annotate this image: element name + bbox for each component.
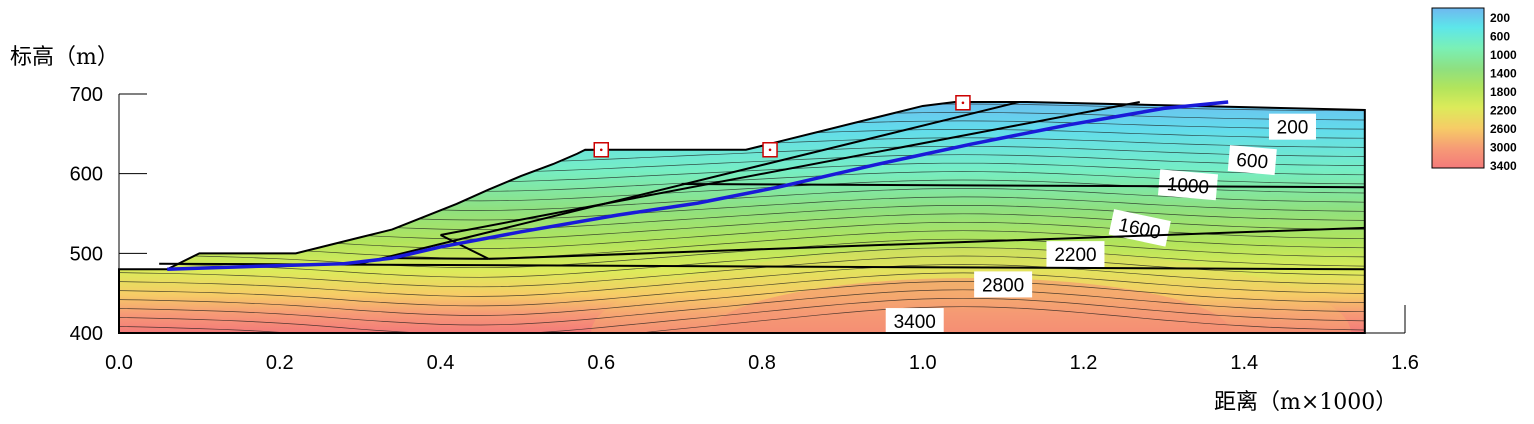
x-tick-label: 1.0 bbox=[909, 352, 937, 374]
contour-label-bg bbox=[974, 271, 1033, 298]
x-tick-label: 1.2 bbox=[1070, 352, 1098, 374]
contour-line bbox=[119, 101, 1365, 106]
x-tick-label: 0.6 bbox=[587, 352, 615, 374]
legend-label: 600 bbox=[1490, 30, 1510, 44]
legend-label: 3000 bbox=[1490, 141, 1517, 155]
x-tick-label: 0.2 bbox=[266, 352, 294, 374]
geology-boundary bbox=[440, 100, 1140, 236]
contour-line bbox=[119, 238, 1365, 269]
contour-label-text: 3400 bbox=[894, 312, 936, 333]
contour-label: 2200 bbox=[1046, 241, 1105, 268]
legend-label: 1000 bbox=[1490, 48, 1517, 62]
contour-line bbox=[119, 255, 1365, 288]
contour-label-bg bbox=[1157, 169, 1219, 201]
y-tick-label: 700 bbox=[70, 84, 103, 106]
contour-label: 200 bbox=[1268, 113, 1316, 140]
contour-label-text: 600 bbox=[1235, 150, 1268, 174]
contour-label: 600 bbox=[1227, 145, 1277, 176]
legend-label: 2200 bbox=[1490, 104, 1517, 118]
x-axis-label: 距离（m×1000） bbox=[1214, 390, 1397, 415]
monitoring-point-dot bbox=[768, 148, 772, 152]
legend-label: 3400 bbox=[1490, 159, 1517, 173]
x-tick-label: 0.4 bbox=[427, 352, 455, 374]
monitoring-points bbox=[593, 95, 971, 158]
contour-line bbox=[119, 281, 1365, 316]
axes: 0.0 0.2 0.4 0.6 0.8 1.0 1.2 1.4 1.6 700 600 500 400 bbox=[70, 84, 1419, 374]
contour-line bbox=[119, 297, 1365, 333]
field-fill bbox=[119, 101, 1365, 333]
legend: 200 600 1000 1400 1800 2200 2600 3000 3400 bbox=[1431, 7, 1517, 173]
x-tick-label: 0.8 bbox=[748, 352, 776, 374]
geology-boundary bbox=[359, 100, 1020, 265]
contour-label: 1000 bbox=[1157, 169, 1219, 201]
slip-surface bbox=[167, 100, 1229, 272]
contour-label-text: 2800 bbox=[982, 275, 1024, 296]
geology-boundary bbox=[488, 226, 1365, 260]
contour-label-bg bbox=[885, 308, 944, 335]
contour-label-text: 2200 bbox=[1054, 245, 1096, 266]
contour-label: 3400 bbox=[885, 308, 944, 335]
y-tick-label: 600 bbox=[70, 164, 103, 186]
x-tick-label: 1.6 bbox=[1391, 352, 1419, 374]
contour-line bbox=[119, 247, 1365, 278]
legend-colorbar bbox=[1431, 7, 1485, 169]
slope-boundary bbox=[118, 100, 1366, 334]
legend-label: 1400 bbox=[1490, 67, 1517, 81]
x-tick-label: 0.0 bbox=[105, 352, 133, 374]
legend-label: 1800 bbox=[1490, 85, 1517, 99]
mid-stress-zone bbox=[590, 248, 1351, 333]
contour-label-bg bbox=[1046, 241, 1105, 268]
contour-line bbox=[119, 289, 1365, 326]
monitoring-point-dot bbox=[961, 101, 965, 105]
monitoring-point-dot bbox=[599, 148, 603, 152]
y-tick-label: 500 bbox=[70, 243, 103, 265]
contour-label: 2800 bbox=[974, 271, 1033, 298]
legend-label: 200 bbox=[1490, 11, 1510, 25]
y-tick-label: 400 bbox=[70, 323, 103, 345]
contour-label-text: 200 bbox=[1277, 118, 1309, 139]
contour-line bbox=[119, 306, 1365, 333]
contour-line bbox=[119, 264, 1365, 297]
geology-boundary bbox=[159, 262, 1365, 271]
geology-lines bbox=[118, 100, 1406, 334]
contour-label-bg bbox=[1268, 113, 1316, 140]
x-tick-label: 1.4 bbox=[1230, 352, 1258, 374]
stress-field bbox=[119, 101, 1365, 333]
legend-label: 2600 bbox=[1490, 122, 1517, 136]
y-axis-label: 标高（m） bbox=[10, 45, 119, 70]
contour-line bbox=[119, 272, 1365, 307]
contour-label-bg bbox=[1227, 145, 1277, 176]
